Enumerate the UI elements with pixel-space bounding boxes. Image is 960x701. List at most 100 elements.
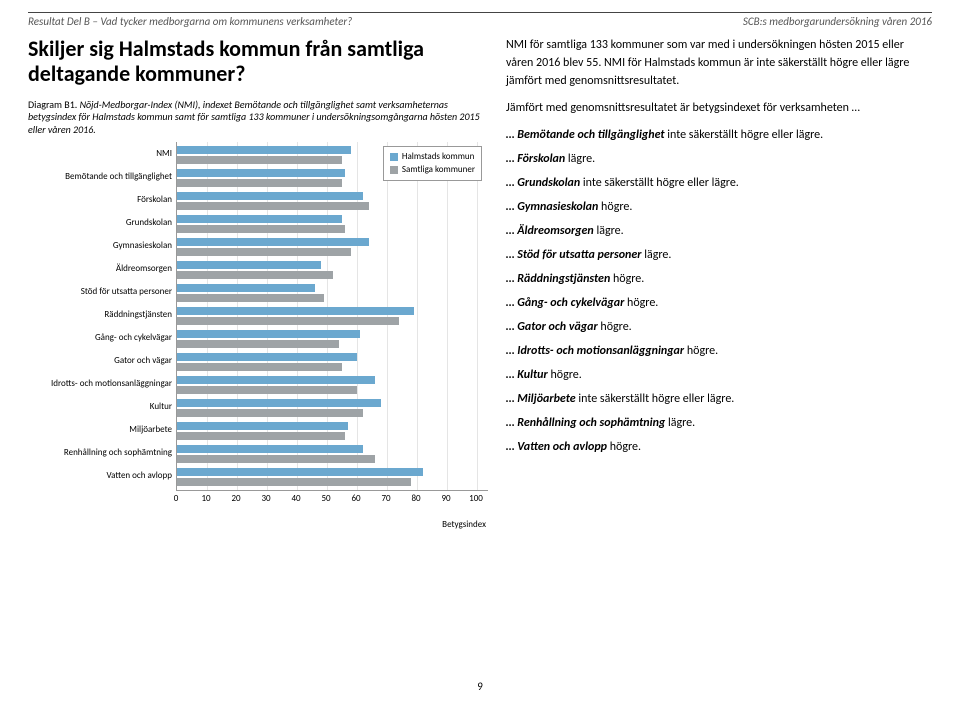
bar-samtliga: [177, 202, 369, 210]
bullet-rest: högre.: [624, 296, 658, 310]
bar-samtliga: [177, 478, 411, 486]
category-label: Miljöarbete: [28, 418, 172, 441]
left-column: Skiljer sig Halmstads kommun från samtli…: [28, 36, 488, 530]
bullet-rest: lägre.: [594, 224, 624, 238]
bar-halmstad: [177, 353, 357, 361]
bullet-emphasis: … Äldreomsorgen: [506, 224, 594, 238]
summary-bullet: … Idrotts- och motionsanläggningar högre…: [506, 342, 932, 360]
bullet-rest: lägre.: [565, 152, 595, 166]
bar-halmstad: [177, 238, 369, 246]
header-left: Resultat Del B – Vad tycker medborgarna …: [28, 15, 352, 28]
gridline: [477, 142, 478, 490]
category-label: Vatten och avlopp: [28, 464, 172, 487]
bullet-rest: lägre.: [642, 248, 672, 262]
bar-halmstad: [177, 146, 351, 154]
bar-samtliga: [177, 179, 342, 187]
content-area: Skiljer sig Halmstads kommun från samtli…: [28, 36, 932, 530]
page-title: Skiljer sig Halmstads kommun från samtli…: [28, 36, 488, 87]
summary-bullet: … Gång- och cykelvägar högre.: [506, 294, 932, 312]
bar-samtliga: [177, 156, 342, 164]
category-label: Kultur: [28, 395, 172, 418]
bar-samtliga: [177, 455, 375, 463]
bullet-emphasis: … Stöd för utsatta personer: [506, 248, 642, 262]
bar-samtliga: [177, 363, 342, 371]
bullet-emphasis: … Gång- och cykelvägar: [506, 296, 624, 310]
bullet-emphasis: … Räddningstjänsten: [506, 272, 610, 286]
bar-halmstad: [177, 215, 342, 223]
xtick-label: 40: [291, 493, 300, 504]
summary-p1: NMI för samtliga 133 kommuner som var me…: [506, 36, 932, 90]
bullet-emphasis: … Gymnasieskolan: [506, 200, 598, 214]
bar-halmstad: [177, 468, 423, 476]
xtick-label: 10: [201, 493, 210, 504]
bar-halmstad: [177, 330, 360, 338]
bullet-emphasis: … Bemötande och tillgänglighet: [506, 128, 665, 142]
summary-bullet: … Räddningstjänsten högre.: [506, 270, 932, 288]
page-header: Resultat Del B – Vad tycker medborgarna …: [28, 12, 932, 28]
chart: NMIBemötande och tillgänglighetFörskolan…: [28, 142, 488, 491]
bullet-emphasis: … Idrotts- och motionsanläggningar: [506, 344, 684, 358]
summary-bullet: … Gator och vägar högre.: [506, 318, 932, 336]
bullet-rest: inte säkerställt högre eller lägre.: [576, 392, 735, 406]
xtick-label: 100: [469, 493, 483, 504]
bar-samtliga: [177, 294, 324, 302]
bullet-rest: inte säkerställt högre eller lägre.: [580, 176, 739, 190]
summary-bullet: … Förskolan lägre.: [506, 150, 932, 168]
bullet-emphasis: … Förskolan: [506, 152, 565, 166]
legend-label-halmstad: Halmstads kommun: [402, 151, 474, 164]
bullet-rest: högre.: [598, 200, 632, 214]
chart-xticks: 0102030405060708090100: [176, 491, 476, 505]
category-label: Renhållning och sophämtning: [28, 441, 172, 464]
summary-bullet: … Vatten och avlopp högre.: [506, 438, 932, 456]
bullet-rest: högre.: [607, 440, 641, 454]
bar-halmstad: [177, 445, 363, 453]
category-label: Grundskolan: [28, 211, 172, 234]
summary-bullet: … Gymnasieskolan högre.: [506, 198, 932, 216]
bar-samtliga: [177, 409, 363, 417]
summary-bullets: … Bemötande och tillgänglighet inte säke…: [506, 126, 932, 456]
summary-bullet: … Bemötande och tillgänglighet inte säke…: [506, 126, 932, 144]
category-label: Idrotts- och motionsanläggningar: [28, 372, 172, 395]
bar-halmstad: [177, 422, 348, 430]
legend-row-halmstad: Halmstads kommun: [390, 151, 475, 164]
xtick-label: 20: [231, 493, 240, 504]
bar-halmstad: [177, 307, 414, 315]
gridline: [447, 142, 448, 490]
chart-plot-area: Halmstads kommun Samtliga kommuner: [176, 142, 488, 491]
chart-category-labels: NMIBemötande och tillgänglighetFörskolan…: [28, 142, 176, 491]
bar-samtliga: [177, 340, 339, 348]
bar-samtliga: [177, 432, 345, 440]
summary-bullet: … Renhållning och sophämtning lägre.: [506, 414, 932, 432]
summary-p2: Jämfört med genomsnittsresultatet är bet…: [506, 99, 932, 117]
bullet-emphasis: … Renhållning och sophämtning: [506, 416, 665, 430]
bar-samtliga: [177, 225, 345, 233]
bullet-rest: högre.: [684, 344, 718, 358]
bullet-emphasis: … Miljöarbete: [506, 392, 576, 406]
category-label: Förskolan: [28, 188, 172, 211]
bar-halmstad: [177, 261, 321, 269]
category-label: Gång- och cykelvägar: [28, 326, 172, 349]
xtick-label: 80: [411, 493, 420, 504]
category-label: Äldreomsorgen: [28, 257, 172, 280]
bar-samtliga: [177, 317, 399, 325]
legend-label-samtliga: Samtliga kommuner: [402, 164, 475, 177]
xtick-label: 50: [321, 493, 330, 504]
summary-bullet: … Kultur högre.: [506, 366, 932, 384]
diagram-desc-text: Nöjd-Medborgar-Index (NMI), indexet Bemö…: [28, 98, 480, 136]
bar-halmstad: [177, 399, 381, 407]
summary-bullet: … Grundskolan inte säkerställt högre ell…: [506, 174, 932, 192]
category-label: Bemötande och tillgänglighet: [28, 165, 172, 188]
bullet-emphasis: … Gator och vägar: [506, 320, 598, 334]
legend-row-samtliga: Samtliga kommuner: [390, 164, 475, 177]
legend-swatch-samtliga: [390, 166, 398, 174]
bar-halmstad: [177, 284, 315, 292]
xtick-label: 30: [261, 493, 270, 504]
chart-legend: Halmstads kommun Samtliga kommuner: [383, 146, 482, 181]
bullet-emphasis: … Vatten och avlopp: [506, 440, 607, 454]
xtick-label: 60: [351, 493, 360, 504]
category-label: NMI: [28, 142, 172, 165]
xtick-label: 70: [381, 493, 390, 504]
bar-samtliga: [177, 386, 357, 394]
bar-halmstad: [177, 192, 363, 200]
bullet-rest: högre.: [598, 320, 632, 334]
